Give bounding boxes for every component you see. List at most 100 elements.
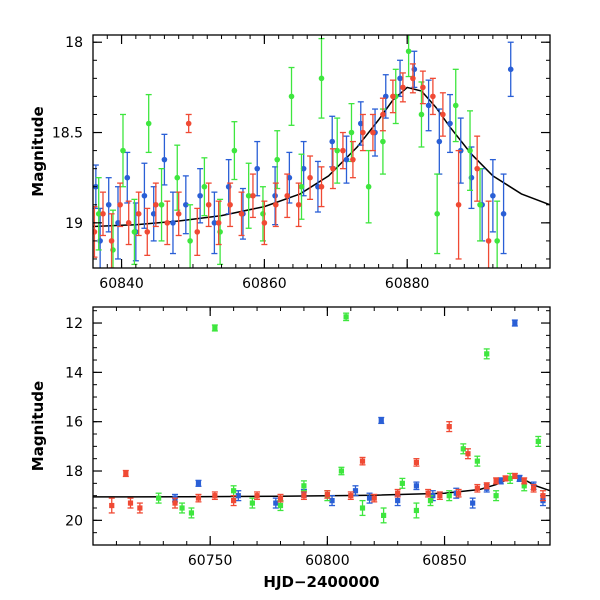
data-point bbox=[93, 229, 98, 235]
data-point bbox=[359, 505, 366, 511]
data-point bbox=[212, 325, 218, 331]
data-point bbox=[175, 211, 182, 217]
data-point bbox=[516, 475, 523, 482]
data-point bbox=[123, 470, 129, 477]
data-point bbox=[187, 238, 193, 244]
y-tick-label: 18.5 bbox=[52, 126, 83, 142]
data-point bbox=[145, 120, 152, 127]
data-point bbox=[498, 478, 504, 484]
x-tick-label: 60850 bbox=[422, 553, 467, 569]
data-point bbox=[340, 147, 346, 154]
data-point bbox=[348, 493, 354, 499]
data-point bbox=[295, 201, 302, 208]
data-point bbox=[274, 156, 281, 163]
data-point bbox=[194, 229, 201, 235]
data-point bbox=[120, 147, 126, 154]
data-point bbox=[153, 201, 159, 208]
data-point bbox=[245, 192, 252, 199]
data-point bbox=[507, 475, 513, 482]
model-curve bbox=[93, 476, 550, 498]
data-point bbox=[370, 129, 376, 136]
data-point bbox=[135, 211, 142, 217]
data-point bbox=[395, 490, 401, 496]
data-point bbox=[201, 183, 208, 190]
data-point bbox=[494, 238, 500, 244]
data-point bbox=[460, 446, 466, 452]
data-point bbox=[430, 93, 436, 100]
data-point bbox=[500, 211, 507, 217]
y-axis-title: Magnitude bbox=[29, 106, 47, 196]
data-point bbox=[150, 211, 157, 217]
x-tick-label: 60880 bbox=[385, 276, 430, 292]
data-point bbox=[100, 211, 106, 217]
plot-area bbox=[93, 35, 550, 268]
data-point bbox=[227, 201, 233, 208]
data-point bbox=[521, 483, 527, 489]
data-point bbox=[127, 500, 134, 506]
data-point bbox=[117, 201, 123, 208]
y-tick-label: 18 bbox=[65, 35, 83, 51]
data-point bbox=[215, 220, 222, 226]
data-point bbox=[109, 502, 115, 509]
data-point bbox=[183, 201, 189, 208]
data-point bbox=[172, 500, 178, 506]
data-point bbox=[250, 192, 256, 199]
data-point bbox=[400, 84, 406, 91]
data-point bbox=[420, 84, 426, 91]
data-point bbox=[212, 493, 218, 499]
data-point bbox=[502, 475, 509, 482]
data-point bbox=[380, 138, 386, 145]
data-point bbox=[284, 192, 291, 199]
data-point bbox=[231, 488, 237, 494]
data-point bbox=[490, 192, 496, 199]
data-point bbox=[413, 483, 420, 489]
data-point bbox=[452, 102, 459, 109]
data-point bbox=[205, 201, 212, 208]
data-point bbox=[348, 129, 355, 136]
data-point bbox=[418, 111, 425, 118]
x-tick-label: 60860 bbox=[242, 276, 287, 292]
y-tick-label: 20 bbox=[65, 513, 83, 529]
data-point bbox=[115, 220, 121, 226]
data-point bbox=[158, 201, 165, 208]
data-point bbox=[425, 490, 431, 496]
data-point bbox=[105, 201, 112, 208]
data-point bbox=[381, 512, 387, 519]
data-point bbox=[360, 129, 366, 136]
y-tick-label: 12 bbox=[65, 316, 83, 332]
data-point bbox=[485, 238, 492, 244]
data-point bbox=[447, 120, 453, 127]
data-point bbox=[521, 478, 527, 484]
data-point bbox=[484, 483, 490, 489]
data-point bbox=[413, 507, 420, 514]
data-point bbox=[338, 468, 345, 474]
data-point bbox=[405, 48, 412, 55]
data-point bbox=[425, 102, 432, 109]
data-point bbox=[300, 165, 307, 172]
data-point bbox=[277, 502, 284, 509]
data-point bbox=[465, 451, 471, 457]
data-point bbox=[540, 493, 546, 499]
data-point bbox=[437, 493, 443, 499]
top-panel: 60840 60860 60880 18 18.5 19 Magnitude bbox=[29, 34, 551, 292]
data-point bbox=[141, 192, 148, 199]
data-point bbox=[124, 174, 131, 181]
data-point bbox=[413, 459, 420, 465]
data-point bbox=[144, 229, 151, 235]
data-point bbox=[352, 488, 359, 494]
data-point bbox=[137, 505, 143, 511]
data-point bbox=[390, 93, 396, 100]
series-1 bbox=[95, 35, 501, 268]
data-point bbox=[188, 510, 195, 516]
data-point bbox=[329, 498, 335, 504]
series-0 bbox=[172, 319, 546, 509]
data-point bbox=[273, 500, 279, 506]
data-point bbox=[484, 351, 490, 357]
data-point bbox=[231, 498, 237, 504]
data-point bbox=[235, 493, 241, 499]
data-point bbox=[493, 478, 499, 484]
data-point bbox=[512, 320, 518, 326]
data-point bbox=[530, 485, 537, 491]
data-point bbox=[288, 93, 295, 100]
